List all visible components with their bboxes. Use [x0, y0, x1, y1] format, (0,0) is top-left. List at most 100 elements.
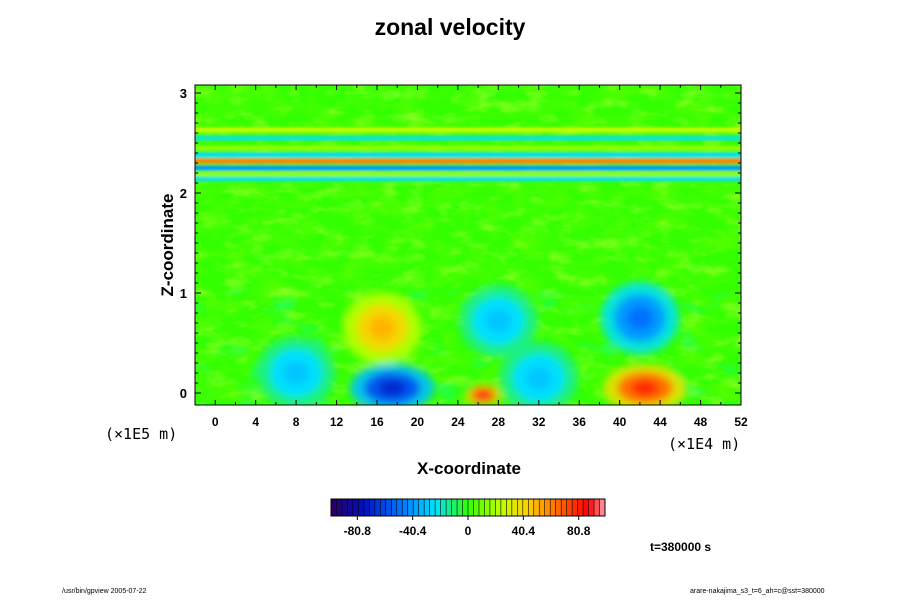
y-axis-unit: (×1E5 m) — [105, 425, 178, 443]
colorbar-segment — [511, 499, 518, 516]
y-tick-label: 3 — [180, 86, 187, 101]
colorbar-segment — [478, 499, 485, 516]
y-axis-label: Z-coordinate — [158, 193, 177, 297]
colorbar-segment — [555, 499, 562, 516]
colorbar-tick-label: -40.4 — [399, 524, 427, 538]
colorbar-segment — [413, 499, 419, 516]
footer-run-id: arare-nakajima_s3_t=6_ah=c@sst=380000 — [690, 588, 825, 595]
colorbar-segment — [457, 499, 463, 516]
colorbar-segment — [468, 499, 474, 516]
jet-band — [195, 152, 741, 158]
colorbar-segment — [396, 499, 403, 516]
colorbar-segment — [429, 499, 436, 516]
colorbar-segment — [599, 499, 606, 516]
x-axis-unit: (×1E4 m) — [668, 435, 741, 453]
colorbar-tick-label: -80.8 — [344, 524, 372, 538]
x-tick-label: 52 — [734, 415, 748, 429]
colorbar-segment — [446, 499, 452, 516]
colorbar-segment — [380, 499, 387, 516]
jet-band — [195, 165, 741, 171]
x-tick-label: 36 — [573, 415, 587, 429]
jet-band — [195, 176, 741, 182]
velocity-feature — [343, 292, 422, 364]
x-tick-label: 20 — [411, 415, 425, 429]
colorbar-tick-label: 0 — [465, 524, 472, 538]
colorbar-segment — [484, 499, 491, 516]
colorbar-segment — [331, 499, 337, 516]
colorbar-segment — [385, 499, 392, 516]
velocity-feature — [459, 285, 538, 357]
x-tick-label: 40 — [613, 415, 627, 429]
plot-field — [195, 85, 741, 405]
y-tick-label: 0 — [180, 386, 187, 401]
colorbar-segment — [517, 499, 524, 516]
colorbar-segment — [495, 499, 502, 516]
colorbar-segment — [341, 499, 348, 516]
colorbar-segment — [566, 499, 573, 516]
chart-title: zonal velocity — [374, 14, 526, 40]
x-tick-label: 12 — [330, 415, 344, 429]
colorbar-segment — [522, 499, 529, 516]
x-tick-label: 28 — [492, 415, 506, 429]
colorbar-segment — [583, 499, 589, 516]
plot-frame — [194, 84, 742, 406]
velocity-feature — [465, 384, 502, 405]
colorbar-segment — [506, 499, 513, 516]
colorbar-segment — [500, 499, 507, 516]
colorbar-segment — [550, 499, 556, 516]
colorbar-segment — [336, 499, 343, 516]
x-tick-label: 32 — [532, 415, 546, 429]
y-tick-label: 1 — [180, 286, 187, 301]
colorbar-segment — [489, 499, 496, 516]
colorbar-segment — [391, 499, 398, 516]
jet-band — [195, 158, 741, 164]
colorbar-segment — [347, 499, 354, 516]
colorbar-segment — [352, 499, 359, 516]
colorbar-segment — [577, 499, 584, 516]
velocity-feature — [499, 342, 578, 405]
y-tick-label: 2 — [180, 186, 187, 201]
colorbar-segment — [369, 499, 376, 516]
colorbar-segment — [473, 499, 480, 516]
jet-bands — [195, 127, 741, 182]
colorbar-segment — [418, 499, 425, 516]
colorbar-segment — [594, 499, 600, 516]
x-tick-label: 24 — [451, 415, 465, 429]
colorbar-segment — [440, 499, 447, 516]
colorbar-segment — [528, 499, 535, 516]
colorbar-segment — [572, 499, 578, 516]
colorbar-segment — [462, 499, 469, 516]
velocity-feature — [257, 337, 336, 405]
colorbar-segment — [588, 499, 595, 516]
colorbar-tick-label: 40.4 — [512, 524, 536, 538]
time-annotation: t=380000 s — [650, 540, 712, 554]
x-tick-label: 4 — [252, 415, 259, 429]
jet-band — [195, 145, 741, 151]
jet-band — [195, 127, 741, 133]
jet-band — [195, 171, 741, 177]
colorbar-segment — [424, 499, 430, 516]
x-tick-label: 44 — [653, 415, 667, 429]
x-tick-label: 8 — [293, 415, 300, 429]
velocity-features — [257, 282, 687, 405]
x-tick-label: 0 — [212, 415, 219, 429]
x-tick-label: 16 — [370, 415, 384, 429]
y-axis: 0 1 2 3 — [180, 86, 741, 401]
colorbar-tick-label: 80.8 — [567, 524, 591, 538]
jet-band — [195, 135, 741, 141]
colorbar-segment — [407, 499, 414, 516]
colorbar-segment — [435, 499, 441, 516]
velocity-feature — [600, 282, 679, 354]
velocity-feature — [350, 364, 435, 405]
x-tick-label: 48 — [694, 415, 708, 429]
colorbar-segment — [363, 499, 370, 516]
x-axis-label: X-coordinate — [417, 459, 521, 478]
colorbar-segment — [402, 499, 409, 516]
velocity-feature — [602, 364, 687, 405]
colorbar-segment — [451, 499, 458, 516]
footer-program: /usr/bin/gpview 2005-07-22 — [62, 588, 147, 595]
colorbar-segment — [374, 499, 381, 516]
colorbar: -80.8 -40.4 0 40.4 80.8 — [330, 498, 606, 538]
x-axis: 0 4 8 12 16 20 24 28 32 36 40 44 48 52 — [194, 85, 748, 429]
